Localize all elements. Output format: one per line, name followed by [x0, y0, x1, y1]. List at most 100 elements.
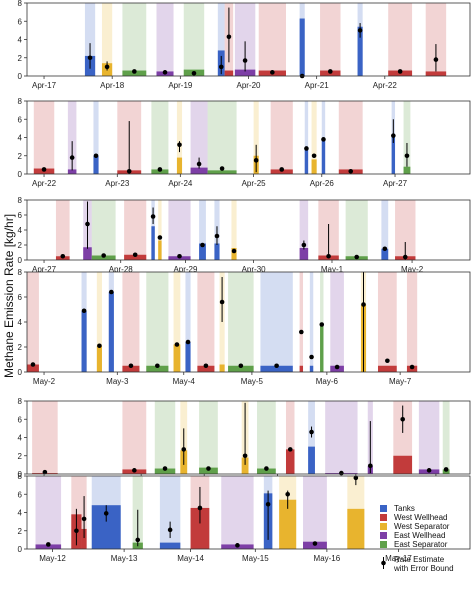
event-window — [406, 272, 418, 372]
event-bar — [257, 468, 276, 474]
rate-estimate-point — [426, 468, 432, 473]
event-window — [168, 200, 191, 260]
event-window — [158, 200, 162, 260]
y-tick-label: 2 — [18, 54, 23, 63]
rate-estimate-point — [87, 55, 93, 61]
event-window — [377, 272, 397, 372]
event-bar — [309, 365, 314, 372]
y-tick-label: 0 — [18, 72, 23, 81]
x-tick-label: Apr-27 — [32, 265, 57, 274]
event-bar — [299, 365, 304, 372]
event-bar — [190, 167, 208, 174]
y-tick-label: 8 — [18, 97, 23, 106]
legend-point — [381, 560, 386, 566]
event-window — [285, 401, 295, 474]
rate-estimate-point — [402, 254, 408, 260]
event-window — [154, 401, 176, 474]
rate-estimate-point — [155, 363, 160, 369]
event-bar — [393, 455, 413, 474]
rate-estimate-point — [41, 167, 47, 172]
rate-estimate-point — [319, 322, 325, 327]
x-tick-label: Apr-22 — [373, 81, 398, 90]
event-window — [122, 3, 147, 76]
rate-estimate-point — [404, 153, 410, 159]
legend-swatch — [380, 523, 387, 530]
rate-estimate-point — [385, 358, 390, 364]
rate-estimate-point — [157, 167, 163, 172]
legend-swatch — [380, 514, 387, 521]
legend-label: East Wellhead — [394, 531, 445, 540]
x-tick-label: May-16 — [314, 554, 341, 563]
rate-estimate-point — [309, 354, 314, 360]
y-tick-label: 8 — [18, 268, 23, 277]
rate-estimate-point — [128, 363, 134, 369]
y-tick-label: 4 — [18, 509, 23, 518]
legend-swatch — [380, 532, 387, 539]
event-window — [381, 200, 389, 260]
event-bar — [320, 324, 324, 372]
rate-estimate-point — [42, 469, 48, 475]
event-window — [325, 401, 358, 474]
rate-estimate-point — [85, 221, 90, 227]
event-window — [156, 3, 174, 76]
event-bar — [173, 344, 181, 372]
rate-estimate-point — [279, 167, 285, 172]
rate-estimate-point — [238, 363, 244, 369]
event-window — [217, 3, 225, 76]
event-bar — [377, 365, 397, 372]
x-tick-label: May-13 — [111, 554, 138, 563]
event-window — [190, 101, 208, 174]
rate-estimate-point — [311, 153, 317, 159]
event-window — [257, 401, 276, 474]
rate-estimate-point — [60, 253, 66, 259]
rate-estimate-point — [219, 299, 225, 305]
rate-estimate-point — [368, 463, 373, 469]
x-tick-label: Apr-27 — [383, 179, 408, 188]
rate-estimate-point — [104, 64, 110, 70]
y-tick-label: 2 — [18, 527, 23, 536]
rate-estimate-point — [30, 362, 36, 367]
event-window — [55, 200, 70, 260]
y-tick-label: 4 — [18, 36, 23, 45]
event-bar — [228, 365, 254, 372]
x-tick-label: May-3 — [106, 377, 129, 386]
rate-estimate-point — [409, 364, 415, 370]
event-window — [253, 101, 259, 174]
rate-estimate-point — [361, 302, 366, 307]
rate-estimate-point — [132, 252, 138, 258]
y-tick-label: 4 — [18, 434, 23, 443]
rate-estimate-point — [326, 253, 331, 259]
event-bar — [176, 157, 183, 174]
rate-estimate-point — [109, 289, 114, 295]
rate-estimate-point — [242, 453, 248, 459]
event-window — [234, 3, 256, 76]
event-window — [299, 272, 304, 372]
rate-estimate-point — [309, 429, 314, 435]
y-tick-label: 4 — [18, 134, 23, 143]
y-tick-label: 0 — [18, 170, 23, 179]
rate-estimate-point — [162, 466, 168, 471]
rate-estimate-point — [185, 339, 191, 345]
event-bar — [154, 468, 176, 474]
rate-estimate-point — [132, 468, 137, 473]
event-window — [32, 401, 58, 474]
x-tick-label: Apr-22 — [32, 179, 57, 188]
rate-estimate-point — [93, 153, 99, 159]
event-bar — [347, 508, 365, 549]
event-window — [320, 272, 324, 372]
rate-estimate-point — [101, 253, 106, 258]
x-tick-label: May-12 — [39, 554, 66, 563]
rate-estimate-point — [264, 466, 269, 471]
legend-label: East Separator — [394, 540, 448, 549]
legend-swatch — [380, 541, 387, 548]
event-window — [199, 401, 218, 474]
x-tick-label: Apr-17 — [32, 81, 57, 90]
event-bar — [279, 499, 297, 549]
rate-estimate-point — [45, 542, 51, 547]
y-tick-label: 8 — [18, 472, 23, 481]
event-window — [309, 272, 314, 372]
rate-estimate-point — [327, 69, 333, 74]
y-tick-label: 6 — [18, 17, 23, 26]
event-window — [320, 3, 341, 76]
